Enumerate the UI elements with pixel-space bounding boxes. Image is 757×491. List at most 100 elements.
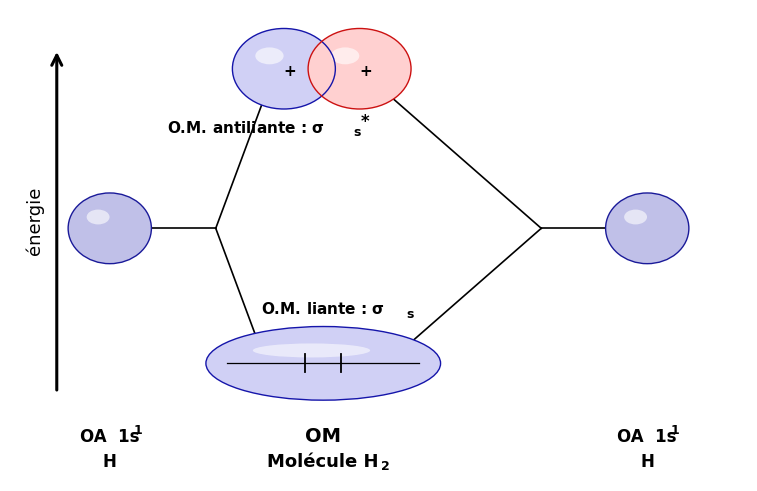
Ellipse shape	[315, 33, 404, 104]
Ellipse shape	[273, 60, 295, 78]
Ellipse shape	[91, 213, 129, 244]
Ellipse shape	[624, 210, 647, 224]
Ellipse shape	[260, 50, 308, 88]
Ellipse shape	[267, 346, 379, 381]
Ellipse shape	[606, 194, 688, 263]
Ellipse shape	[330, 46, 389, 92]
Ellipse shape	[68, 193, 151, 264]
Ellipse shape	[243, 36, 325, 101]
Ellipse shape	[89, 211, 130, 246]
Ellipse shape	[620, 205, 674, 251]
Ellipse shape	[235, 336, 411, 391]
Ellipse shape	[294, 354, 353, 373]
Text: 2: 2	[381, 460, 390, 473]
Ellipse shape	[259, 343, 388, 383]
Ellipse shape	[306, 358, 341, 369]
Ellipse shape	[618, 204, 677, 253]
Ellipse shape	[310, 30, 409, 107]
Ellipse shape	[622, 207, 672, 249]
Text: +: +	[284, 64, 296, 79]
Ellipse shape	[637, 219, 658, 237]
Ellipse shape	[608, 195, 687, 262]
Ellipse shape	[254, 46, 313, 92]
Ellipse shape	[262, 52, 306, 86]
Ellipse shape	[309, 359, 338, 368]
Ellipse shape	[244, 37, 324, 100]
Ellipse shape	[357, 67, 362, 71]
Ellipse shape	[266, 55, 302, 83]
Ellipse shape	[251, 43, 317, 95]
Ellipse shape	[265, 54, 303, 84]
Ellipse shape	[90, 212, 129, 245]
Ellipse shape	[105, 225, 114, 232]
Ellipse shape	[79, 203, 140, 254]
Ellipse shape	[349, 61, 370, 77]
Ellipse shape	[625, 209, 670, 248]
Ellipse shape	[251, 44, 316, 94]
Ellipse shape	[269, 56, 299, 81]
Ellipse shape	[234, 29, 334, 108]
Ellipse shape	[229, 334, 417, 393]
Ellipse shape	[645, 226, 650, 230]
Ellipse shape	[308, 28, 411, 109]
Ellipse shape	[253, 341, 394, 385]
Ellipse shape	[85, 207, 135, 249]
Ellipse shape	[92, 213, 127, 244]
Ellipse shape	[612, 198, 683, 258]
Ellipse shape	[313, 32, 406, 105]
Ellipse shape	[611, 197, 684, 259]
Ellipse shape	[352, 63, 367, 75]
Ellipse shape	[263, 53, 304, 85]
Ellipse shape	[102, 222, 117, 235]
Ellipse shape	[338, 52, 382, 86]
Text: H: H	[640, 453, 654, 470]
Text: O.M. liante : $\mathbf{\sigma}$: O.M. liante : $\mathbf{\sigma}$	[261, 301, 385, 317]
Ellipse shape	[643, 225, 651, 232]
Ellipse shape	[276, 349, 370, 378]
Ellipse shape	[77, 201, 142, 256]
Ellipse shape	[630, 213, 665, 244]
Ellipse shape	[316, 34, 403, 103]
Ellipse shape	[256, 342, 391, 384]
Ellipse shape	[239, 33, 329, 104]
Ellipse shape	[97, 218, 122, 239]
Ellipse shape	[285, 352, 361, 375]
Ellipse shape	[344, 56, 375, 81]
Ellipse shape	[232, 28, 335, 109]
Ellipse shape	[644, 226, 650, 231]
Ellipse shape	[350, 62, 369, 76]
Ellipse shape	[615, 201, 680, 256]
Ellipse shape	[232, 335, 414, 392]
Ellipse shape	[253, 344, 370, 357]
Ellipse shape	[87, 209, 132, 248]
Ellipse shape	[341, 54, 378, 84]
Ellipse shape	[84, 206, 136, 250]
Ellipse shape	[94, 215, 126, 242]
Ellipse shape	[280, 66, 288, 72]
Ellipse shape	[249, 42, 319, 96]
Ellipse shape	[269, 57, 298, 80]
Ellipse shape	[634, 217, 661, 240]
Ellipse shape	[238, 337, 408, 390]
Ellipse shape	[76, 199, 144, 257]
Ellipse shape	[319, 37, 400, 100]
Text: 1: 1	[133, 425, 142, 437]
Ellipse shape	[322, 40, 397, 98]
Ellipse shape	[310, 29, 410, 108]
Text: OA  1s: OA 1s	[618, 428, 677, 446]
Ellipse shape	[279, 65, 289, 73]
Ellipse shape	[320, 362, 326, 364]
Ellipse shape	[627, 211, 668, 246]
Ellipse shape	[70, 195, 149, 262]
Ellipse shape	[353, 64, 366, 74]
Ellipse shape	[348, 60, 371, 78]
Ellipse shape	[209, 327, 438, 399]
Ellipse shape	[79, 202, 141, 255]
Ellipse shape	[633, 216, 662, 241]
Text: s: s	[353, 126, 360, 139]
Ellipse shape	[212, 328, 435, 398]
Ellipse shape	[262, 344, 385, 382]
Ellipse shape	[238, 32, 330, 105]
Ellipse shape	[332, 48, 387, 90]
Ellipse shape	[641, 223, 653, 234]
